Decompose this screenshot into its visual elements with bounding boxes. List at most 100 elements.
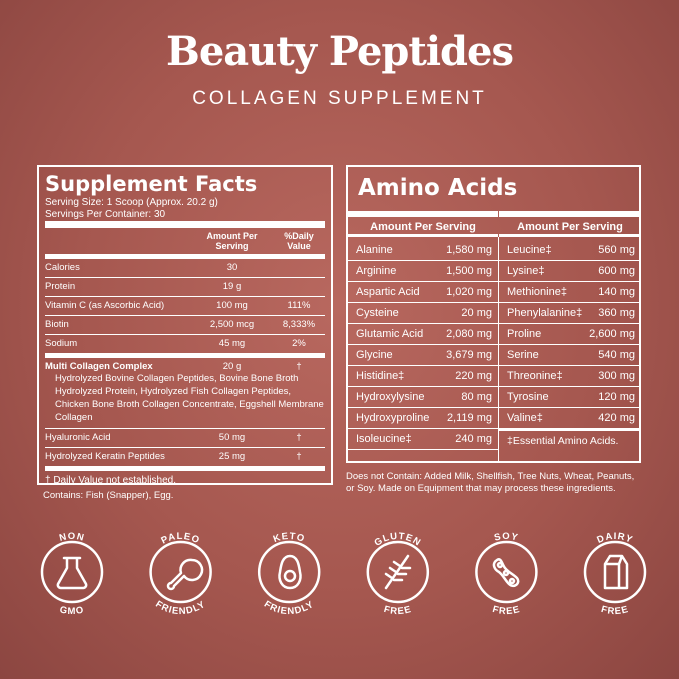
badge-icons <box>56 554 629 591</box>
amino-row: Proline 2,600 mg <box>499 324 641 345</box>
amount: 20 g <box>222 361 242 372</box>
amino-amount: 140 mg <box>598 286 635 298</box>
amino-row: Isoleucine‡ 240 mg <box>348 429 498 450</box>
amino-name: Threonine‡ <box>507 370 563 382</box>
amino-name: Phenylalanine‡ <box>507 307 583 319</box>
amino-amount: 1,020 mg <box>446 286 492 298</box>
fact-row: Vitamin C (as Ascorbic Acid) 100 mg 111% <box>45 297 325 316</box>
badge-ring <box>366 540 430 604</box>
badge-top: SOY <box>493 531 519 544</box>
badge-ring <box>40 540 104 604</box>
fact-row: Sodium 45 mg 2% <box>45 335 325 358</box>
badge-top: DAIRY <box>595 531 634 546</box>
nutrient-name: Protein <box>45 281 76 292</box>
daily-value: 8,333% <box>282 319 316 330</box>
amino-row: Alanine 1,580 mg <box>348 240 498 261</box>
rows: Calories 30 Protein 19 g Vitamin C (as Ascor… <box>45 259 325 471</box>
amount: 100 mg <box>216 300 248 311</box>
daily-value: † <box>296 451 302 462</box>
nutrient-name: Calories <box>45 262 80 273</box>
badge-top: GLUTEN <box>373 531 424 549</box>
supplement-facts: Supplement Facts Serving Size: 1 Scoop (… <box>37 165 333 486</box>
panel-title: Amino Acids <box>358 175 518 201</box>
amino-name: Proline <box>507 328 542 340</box>
amino-row: Phenylalanine‡ 360 mg <box>499 303 641 324</box>
badge-top: NON <box>58 531 86 544</box>
fact-row: Biotin 2,500 mcg 8,333% <box>45 316 325 335</box>
amount-header: Amount Per Serving <box>206 231 258 251</box>
amino-row: Valine‡ 420 mg <box>499 408 641 429</box>
badge-top-text: GLUTEN <box>373 531 423 549</box>
title: Beauty Peptides <box>166 28 514 75</box>
badge-bottom-text: FREE <box>491 604 520 617</box>
badge-ring <box>149 540 212 604</box>
amino-amount: 540 mg <box>598 349 635 361</box>
badge-ring <box>257 540 321 604</box>
amino-name: Lysine‡ <box>507 265 545 277</box>
amino-name: Serine <box>507 349 539 361</box>
daily-value: 111% <box>287 300 311 311</box>
badge-bottom: FREE <box>491 604 521 617</box>
amount-header: Amount Per Serving <box>348 211 498 237</box>
amino-name: Hydroxyproline <box>356 412 430 424</box>
amino-amount: 560 mg <box>598 244 635 256</box>
note: Does not Contain: Added Milk, Shellfish,… <box>346 471 635 494</box>
daily-value: 2% <box>292 338 306 349</box>
amount: 25 mg <box>218 451 246 462</box>
fact-row: Multi Collagen Complex 20 g † Hydrolyzed Bo… <box>45 358 325 429</box>
amino-name: Leucine‡ <box>507 244 552 256</box>
amino-column: Leucine‡ 560 mg Lysine‡ 600 mg Methionine‡ 14… <box>499 240 641 451</box>
amino-row: Glycine 3,679 mg <box>348 345 498 366</box>
amino-name: Glycine <box>356 349 393 361</box>
badge-top-text: DAIRY <box>595 531 633 546</box>
badge-bottom: FREE <box>383 604 413 617</box>
amino-name: Alanine <box>356 244 393 256</box>
amino-name: Aspartic Acid <box>356 286 420 298</box>
amino-name: Hydroxylysine <box>356 391 425 403</box>
arc <box>473 539 539 572</box>
daily-value <box>273 262 325 273</box>
amino-name: Tyrosine <box>507 391 549 403</box>
amino-row: Hydroxylysine 80 mg <box>348 387 498 408</box>
amino-name: Histidine‡ <box>356 370 405 382</box>
amino-row: Cysteine 20 mg <box>348 303 498 324</box>
badge-bottom-text: FREE <box>600 604 629 617</box>
amount: 30 <box>226 262 238 273</box>
nutrient-name: Biotin <box>45 319 69 330</box>
nutrient-name: Sodium <box>45 338 78 349</box>
description: Hydrolyzed Bovine Collagen Peptides, Bov… <box>55 373 324 423</box>
contains: Contains: Fish (Snapper), Egg. <box>43 490 174 501</box>
badge-top: PALEO <box>159 531 201 547</box>
panel-title: Supplement Facts <box>45 172 258 196</box>
amino-row: Serine 540 mg <box>499 345 641 366</box>
badge-top-text: PALEO <box>159 531 200 547</box>
amount: 50 mg <box>218 432 246 443</box>
nutrient-name: Hyaluronic Acid <box>45 432 111 443</box>
amino-amount: 360 mg <box>598 307 635 319</box>
amino-row: Histidine‡ 220 mg <box>348 366 498 387</box>
column-header: Amount Per Serving %Daily Value <box>45 221 325 259</box>
amino-name: Isoleucine‡ <box>356 433 412 445</box>
amino-name: Arginine <box>356 265 397 277</box>
amino-amount: 3,679 mg <box>446 349 492 361</box>
amino-name: Glutamic Acid <box>356 328 424 340</box>
amino-amount: 1,500 mg <box>446 265 492 277</box>
amount-header: Amount Per Serving <box>499 211 641 237</box>
daily-value: † <box>296 361 302 372</box>
daily-value <box>273 281 325 292</box>
badge-ring <box>475 540 538 604</box>
footnote: † Daily Value not established. <box>45 475 177 486</box>
arc <box>365 539 431 572</box>
amino-acids: Amino Acids Amount Per Serving Amount Per… <box>346 165 641 463</box>
nutrient-name: Multi Collagen Complex <box>45 361 153 372</box>
amino-row: Leucine‡ 560 mg <box>499 240 641 261</box>
subtitle: COLLAGEN SUPPLEMENT <box>192 88 487 109</box>
amino-row: Arginine 1,500 mg <box>348 261 498 282</box>
amino-amount: 2,080 mg <box>446 328 492 340</box>
amino-row: Methionine‡ 140 mg <box>499 282 641 303</box>
amino-row: Glutamic Acid 2,080 mg <box>348 324 498 345</box>
amino-row: Aspartic Acid 1,020 mg <box>348 282 498 303</box>
amino-amount: 220 mg <box>455 370 492 382</box>
servings: Servings Per Container: 30 <box>45 209 166 220</box>
